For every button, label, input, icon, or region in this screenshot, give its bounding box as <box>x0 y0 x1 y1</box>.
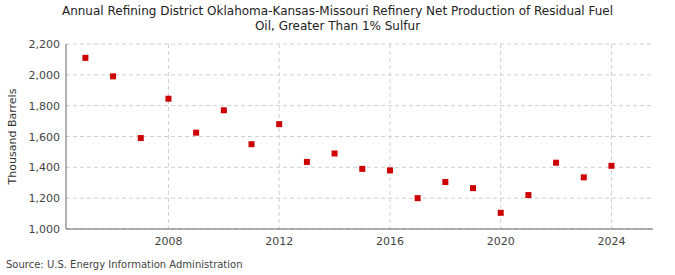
y-tick-label: 2,000 <box>29 69 61 82</box>
grid-line <box>389 44 390 229</box>
point <box>359 166 365 172</box>
grid-line <box>66 229 653 230</box>
point <box>498 210 504 216</box>
grid-line <box>279 44 280 229</box>
point <box>110 73 116 79</box>
chart: Annual Refining District Oklahoma-Kansas… <box>0 0 675 275</box>
grid-line <box>611 44 612 229</box>
point <box>138 135 144 141</box>
grid-line <box>66 136 653 137</box>
y-tick-label: 1,200 <box>29 192 61 205</box>
point <box>82 55 88 61</box>
y-axis-label: Thousand Barrels <box>6 88 19 185</box>
point <box>387 167 393 173</box>
point <box>553 160 559 166</box>
grid-line <box>500 44 501 229</box>
y-tick-label: 1,800 <box>29 100 61 113</box>
point <box>193 130 199 136</box>
axes: 1,000 1,200 1,400 1,600 1,800 2,000 2,200 2008 2… <box>29 38 654 248</box>
point <box>525 192 531 198</box>
y-tick-label: 1,400 <box>29 161 61 174</box>
grid-line <box>66 198 653 199</box>
x-axis-line <box>66 229 653 230</box>
point <box>470 185 476 191</box>
title: Annual Refining District Oklahoma-Kansas… <box>62 4 613 33</box>
point <box>249 141 255 147</box>
x-tick-label: 2024 <box>597 235 625 248</box>
grid-line <box>66 105 653 106</box>
x-tick-label: 2020 <box>487 235 515 248</box>
y-tick-label: 1,000 <box>29 223 61 236</box>
point <box>332 150 338 156</box>
grid <box>66 44 653 229</box>
grid-line <box>168 44 169 229</box>
x-tick-label: 2016 <box>376 235 404 248</box>
y-tick-label: 2,200 <box>29 38 61 51</box>
x-tick-label: 2012 <box>265 235 293 248</box>
point <box>165 96 171 102</box>
point <box>581 174 587 180</box>
points <box>82 55 614 216</box>
x-tick-label: 2008 <box>154 235 182 248</box>
grid-line <box>66 44 653 45</box>
point <box>304 159 310 165</box>
point <box>608 163 614 169</box>
y-axis-line <box>66 44 67 229</box>
y-tick-label: 1,600 <box>29 131 61 144</box>
point <box>442 179 448 185</box>
grid-line <box>66 74 653 75</box>
point <box>415 195 421 201</box>
point <box>221 107 227 113</box>
point <box>276 121 282 127</box>
source: Source: U.S. Energy Information Administ… <box>6 259 243 270</box>
